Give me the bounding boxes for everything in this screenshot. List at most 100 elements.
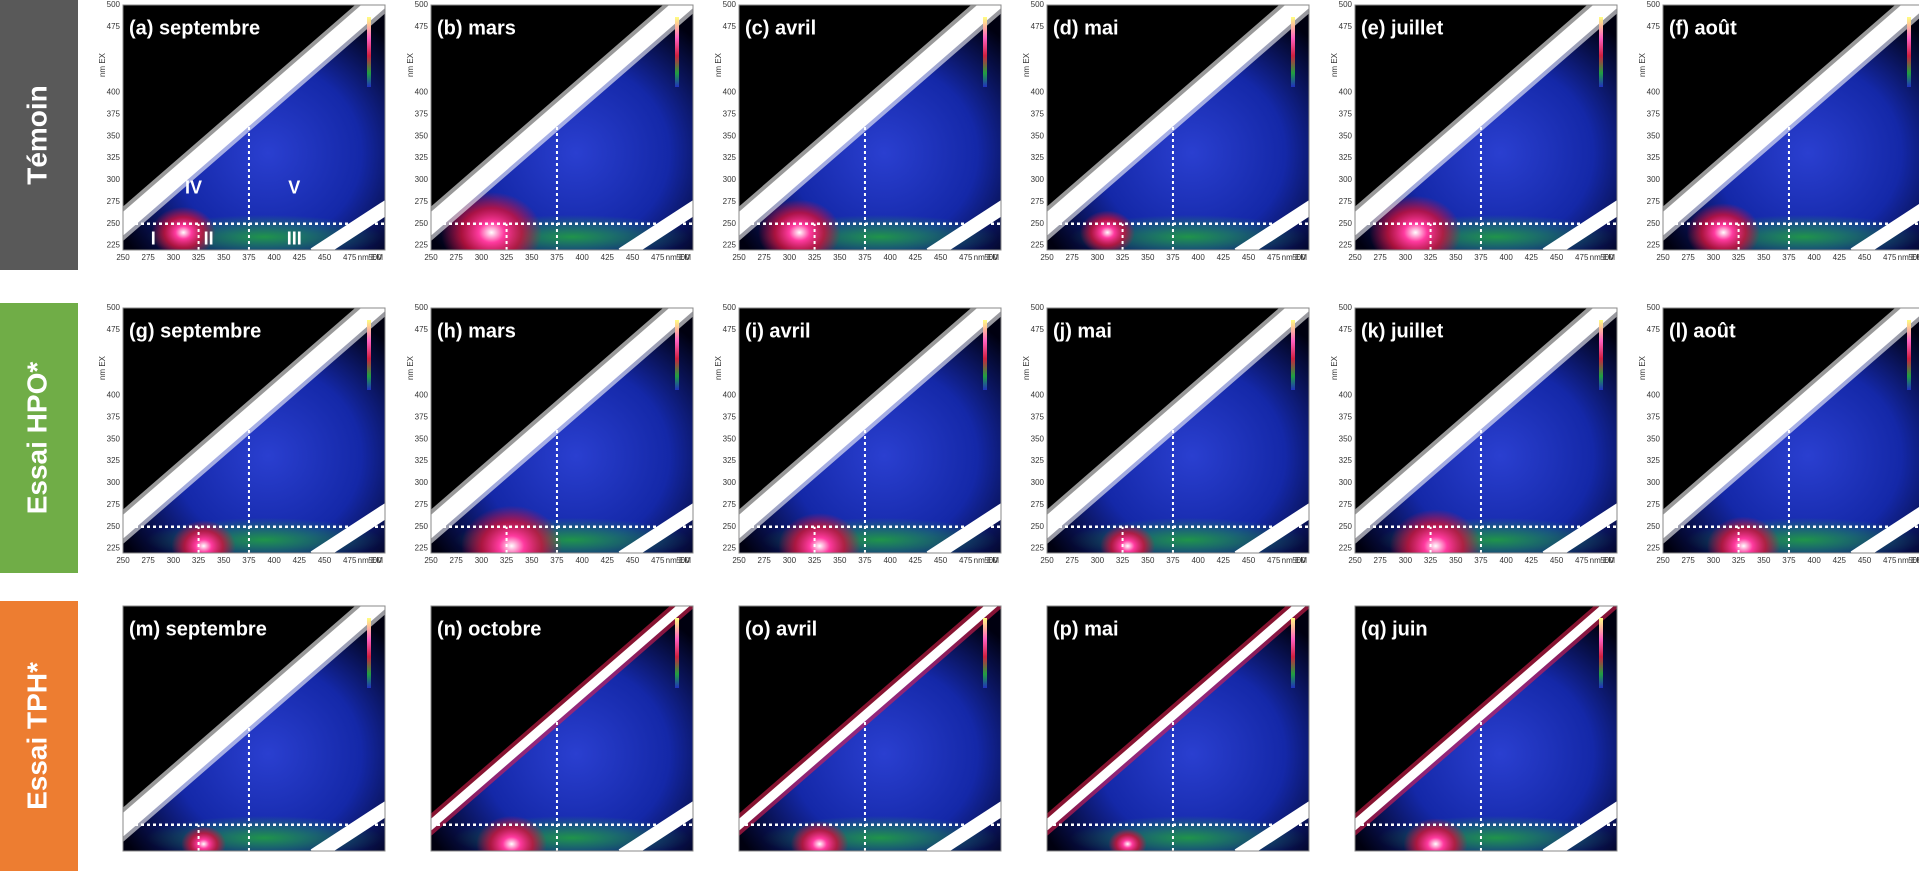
hot-spot xyxy=(1686,203,1761,250)
region-label: IV xyxy=(185,178,202,198)
y-tick-label: 375 xyxy=(1031,412,1045,421)
plot-frame xyxy=(738,605,1002,852)
x-tick-label: 450 xyxy=(1550,253,1564,262)
x-tick-label: 450 xyxy=(1242,253,1256,262)
plot-frame xyxy=(1662,4,1919,251)
y-tick-label: 500 xyxy=(723,0,737,9)
y-axis-label: nm EX xyxy=(406,52,415,77)
x-tick-label: 275 xyxy=(1066,253,1080,262)
scatter-band-2 xyxy=(1234,200,1309,250)
scatter-band-2 xyxy=(926,801,1001,851)
y-tick-label: 350 xyxy=(723,131,737,140)
color-bar xyxy=(983,17,987,87)
row-label-box xyxy=(0,0,78,270)
y-axis-label: nm EX xyxy=(1330,355,1339,380)
y-tick-label: 300 xyxy=(723,175,737,184)
y-tick-label: 325 xyxy=(723,153,737,162)
x-tick-label: 250 xyxy=(424,253,438,262)
region-label: V xyxy=(288,178,300,198)
scatter-band-2 xyxy=(1542,503,1617,553)
y-tick-label: 300 xyxy=(1339,478,1353,487)
y-tick-label: 375 xyxy=(723,109,737,118)
x-axis-label: nm EM xyxy=(358,253,384,262)
y-tick-label: 475 xyxy=(107,325,121,334)
hot-spot xyxy=(1108,828,1147,851)
region-label: II xyxy=(204,228,214,248)
y-tick-label: 400 xyxy=(1031,88,1045,97)
y-tick-label: 475 xyxy=(1031,325,1045,334)
plot xyxy=(123,308,385,553)
scatter-band xyxy=(431,308,693,539)
x-tick-label: 400 xyxy=(575,253,589,262)
hot-spot xyxy=(1389,509,1482,553)
x-tick-label: 450 xyxy=(1858,253,1872,262)
x-axis-label: nm EM xyxy=(1898,556,1919,565)
panel-label: (d) mai xyxy=(1053,17,1119,39)
y-tick-label: 225 xyxy=(1647,544,1661,553)
scatter-band xyxy=(1663,308,1919,539)
y-tick-label: 325 xyxy=(1031,456,1045,465)
panel: (c) avril 225 250 275 300 325 350 375 400 475 500 2… xyxy=(714,0,1002,262)
y-axis-label: nm EX xyxy=(1638,355,1647,380)
x-tick-label: 275 xyxy=(142,556,156,565)
x-tick-label: 325 xyxy=(808,253,822,262)
hot-spot xyxy=(1403,818,1468,851)
y-tick-label: 375 xyxy=(1647,412,1661,421)
y-tick-label: 350 xyxy=(415,434,429,443)
color-bar xyxy=(367,17,371,87)
plot xyxy=(123,5,385,250)
y-tick-label: 375 xyxy=(723,412,737,421)
y-tick-label: 250 xyxy=(1339,219,1353,228)
x-tick-label: 375 xyxy=(550,556,564,565)
panel-label: (k) juillet xyxy=(1361,320,1444,342)
y-tick-label: 250 xyxy=(107,219,121,228)
x-tick-label: 275 xyxy=(450,556,464,565)
x-tick-label: 325 xyxy=(1424,556,1438,565)
y-tick-label: 300 xyxy=(1031,175,1045,184)
panel: (n) octobre xyxy=(430,605,694,852)
panel: (p) mai xyxy=(1046,605,1310,852)
panel-label: (c) avril xyxy=(745,17,816,39)
fluorescence-field xyxy=(1355,606,1617,851)
x-tick-label: 375 xyxy=(1474,253,1488,262)
scatter-band-2 xyxy=(310,503,385,553)
y-tick-label: 475 xyxy=(107,22,121,31)
plot xyxy=(1355,308,1617,553)
scatter-band xyxy=(431,5,693,236)
x-tick-label: 250 xyxy=(732,556,746,565)
y-tick-label: 400 xyxy=(1647,88,1661,97)
y-tick-label: 275 xyxy=(723,500,737,509)
y-tick-label: 375 xyxy=(107,412,121,421)
x-tick-label: 425 xyxy=(601,556,615,565)
hot-spot xyxy=(171,520,236,553)
panel: (i) avril 225 250 275 300 325 350 375 400 475 500 2… xyxy=(714,303,1002,565)
plot xyxy=(1047,5,1309,250)
plot xyxy=(123,606,385,851)
y-tick-label: 400 xyxy=(723,391,737,400)
x-tick-label: 450 xyxy=(1242,556,1256,565)
plot-frame xyxy=(430,4,694,251)
x-tick-label: 500 xyxy=(676,556,690,565)
x-tick-label: 425 xyxy=(909,253,923,262)
x-tick-label: 375 xyxy=(1166,253,1180,262)
color-bar xyxy=(675,618,679,688)
x-tick-label: 400 xyxy=(1807,253,1821,262)
x-tick-label: 300 xyxy=(1707,253,1721,262)
x-tick-label: 325 xyxy=(500,253,514,262)
hot-spot xyxy=(1706,516,1781,553)
x-tick-label: 425 xyxy=(293,556,307,565)
y-tick-label: 325 xyxy=(1647,456,1661,465)
y-tick-label: 300 xyxy=(107,478,121,487)
scatter-band xyxy=(739,5,1001,236)
y-tick-label: 225 xyxy=(415,544,429,553)
y-tick-label: 225 xyxy=(415,241,429,250)
plot-frame xyxy=(1662,307,1919,554)
y-tick-label: 400 xyxy=(1031,391,1045,400)
x-tick-label: 425 xyxy=(1525,253,1539,262)
hot-spot xyxy=(778,512,861,553)
scatter-band xyxy=(1047,606,1306,831)
color-bar xyxy=(1291,17,1295,87)
y-axis-label: nm EX xyxy=(98,52,107,77)
y-tick-label: 275 xyxy=(1647,197,1661,206)
panel-label: (g) septembre xyxy=(129,320,261,342)
